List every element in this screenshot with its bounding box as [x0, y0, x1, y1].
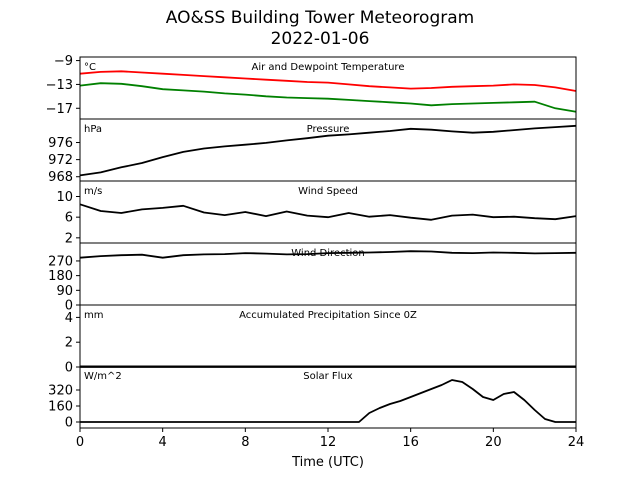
solar_flux-series-line-0 [80, 379, 576, 423]
title-line-1: AO&SS Building Tower Meteorogram [165, 8, 475, 28]
xtick-label: 16 [402, 435, 419, 450]
pressure-unit-label: hPa [84, 124, 102, 135]
precipitation-ytick-label: 0 [65, 361, 73, 376]
xtick-label: 8 [241, 435, 249, 450]
precipitation-ytick-label: 4 [65, 311, 73, 326]
title-line-2: 2022-01-06 [270, 29, 370, 49]
chart-title: AO&SS Building Tower Meteorogram 2022-01… [0, 8, 640, 50]
temperature-series-line-1 [79, 82, 577, 113]
panel-pressure: 976 972 968 hPa Pressure [48, 118, 577, 185]
wind_speed-ytick-label: 10 [56, 190, 73, 205]
wind_direction-ytick-label: 90 [56, 284, 73, 299]
wind_direction-series-line-0 [79, 250, 577, 259]
x-axis: 0 4 8 12 16 20 24 [76, 428, 584, 450]
temperature-ytick-label: −17 [46, 102, 73, 117]
temperature-ytick-label: −9 [54, 54, 73, 69]
pressure-ytick-label: 968 [48, 170, 73, 185]
wind_speed-ytick-label: 6 [65, 211, 73, 226]
pressure-series-line-0 [79, 124, 577, 177]
panel-precipitation: 4 2 0 mm Accumulated Precipitation Since 0Z [65, 304, 577, 376]
solar_flux-unit-label: W/m^2 [84, 371, 122, 382]
xtick-label: 0 [76, 435, 84, 450]
wind_direction-ytick-label: 0 [65, 299, 73, 314]
wind_direction-ytick-label: 270 [48, 254, 73, 269]
xtick-label: 20 [485, 435, 502, 450]
panel-temperature: −9 −13 −17 °C Air and Dewpoint Temperature [46, 54, 577, 120]
wind_speed-ytick-label: 2 [65, 231, 73, 246]
xtick-label: 4 [159, 435, 167, 450]
solar_flux-ytick-label: 320 [48, 384, 73, 399]
precipitation-unit-label: mm [84, 310, 103, 321]
temperature-ytick-label: −13 [46, 78, 73, 93]
precipitation-panel-label: Accumulated Precipitation Since 0Z [239, 310, 417, 321]
temperature-series-line-0 [79, 70, 577, 92]
precipitation-frame [79, 304, 577, 368]
solar_flux-ytick-label: 160 [48, 400, 73, 415]
wind_speed-unit-label: m/s [84, 186, 102, 197]
x-axis-label: Time (UTC) [291, 455, 364, 470]
wind_speed-series-line-0 [79, 203, 577, 221]
pressure-panel-label: Pressure [307, 124, 350, 135]
panel-wind_speed: 10 6 2 m/s Wind Speed [56, 180, 577, 246]
solar_flux-panel-label: Solar Flux [303, 371, 353, 382]
temperature-panel-label: Air and Dewpoint Temperature [252, 62, 405, 73]
wind_speed-panel-label: Wind Speed [298, 186, 358, 197]
wind_direction-ytick-label: 180 [48, 269, 73, 284]
wind_direction-panel-label: Wind Direction [291, 248, 365, 259]
precipitation-ytick-label: 2 [65, 336, 73, 351]
chart-panels: −9 −13 −17 °C Air and Dewpoint Temperature 97… [46, 54, 577, 431]
pressure-ytick-label: 972 [48, 153, 73, 168]
solar_flux-ytick-label: 0 [65, 416, 73, 431]
pressure-ytick-label: 976 [48, 136, 73, 151]
temperature-unit-label: °C [84, 62, 96, 73]
xtick-label: 24 [568, 435, 585, 450]
xtick-label: 12 [320, 435, 337, 450]
